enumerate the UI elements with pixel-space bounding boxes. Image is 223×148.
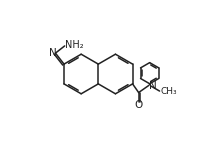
Text: NH₂: NH₂ (65, 40, 84, 50)
Text: N: N (49, 48, 57, 58)
Text: O: O (134, 100, 143, 110)
Text: N: N (149, 81, 157, 91)
Text: CH₃: CH₃ (160, 87, 177, 96)
